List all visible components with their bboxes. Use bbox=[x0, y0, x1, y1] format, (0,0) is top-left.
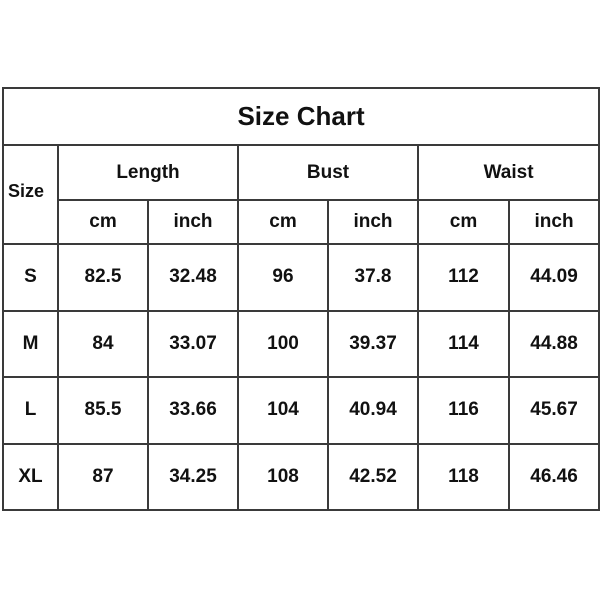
table-row: L 85.5 33.66 104 40.94 116 45.67 bbox=[2, 376, 600, 445]
value-cell: 32.48 bbox=[147, 243, 239, 312]
value-cell: 114 bbox=[417, 309, 510, 379]
value-cell: 40.94 bbox=[327, 376, 419, 445]
value-cell: 85.5 bbox=[57, 376, 149, 445]
table-row: S 82.5 32.48 96 37.8 112 44.09 bbox=[2, 243, 600, 312]
value-cell: 112 bbox=[417, 243, 510, 312]
value-cell: 46.46 bbox=[507, 442, 600, 512]
value-cell: 34.25 bbox=[147, 442, 239, 512]
group-header-waist: Waist bbox=[416, 144, 600, 201]
value-cell: 108 bbox=[237, 442, 329, 512]
group-header-bust: Bust bbox=[237, 144, 419, 201]
value-cell: 116 bbox=[417, 376, 510, 445]
value-cell: 118 bbox=[417, 442, 510, 512]
value-cell: 39.37 bbox=[327, 309, 419, 379]
table-row: M 84 33.07 100 39.37 114 44.88 bbox=[2, 309, 600, 379]
value-cell: 44.09 bbox=[507, 243, 600, 312]
size-cell: XL bbox=[2, 442, 59, 512]
value-cell: 44.88 bbox=[507, 309, 600, 379]
size-cell: L bbox=[2, 376, 59, 445]
unit-header: inch bbox=[147, 198, 239, 246]
group-header-length: Length bbox=[57, 144, 239, 201]
size-chart-table: Size Chart Size Length Bust Waist cm inch… bbox=[1, 86, 600, 512]
value-cell: 37.8 bbox=[327, 243, 419, 312]
size-cell: M bbox=[2, 309, 59, 379]
value-cell: 96 bbox=[237, 243, 329, 312]
value-cell: 84 bbox=[57, 309, 149, 379]
table-title: Size Chart bbox=[1, 86, 600, 147]
unit-header: cm bbox=[417, 198, 510, 246]
value-cell: 82.5 bbox=[57, 243, 149, 312]
unit-header: cm bbox=[57, 198, 149, 246]
value-cell: 33.66 bbox=[147, 376, 239, 445]
size-cell: S bbox=[2, 243, 59, 312]
size-header: Size bbox=[2, 144, 59, 246]
table-row: XL 87 34.25 108 42.52 118 46.46 bbox=[2, 442, 600, 512]
value-cell: 104 bbox=[237, 376, 329, 445]
unit-header: inch bbox=[507, 198, 600, 246]
value-cell: 42.52 bbox=[327, 442, 419, 512]
value-cell: 100 bbox=[237, 309, 329, 379]
value-cell: 87 bbox=[57, 442, 149, 512]
unit-header: inch bbox=[327, 198, 419, 246]
value-cell: 33.07 bbox=[147, 309, 239, 379]
unit-header: cm bbox=[237, 198, 329, 246]
value-cell: 45.67 bbox=[507, 376, 600, 445]
